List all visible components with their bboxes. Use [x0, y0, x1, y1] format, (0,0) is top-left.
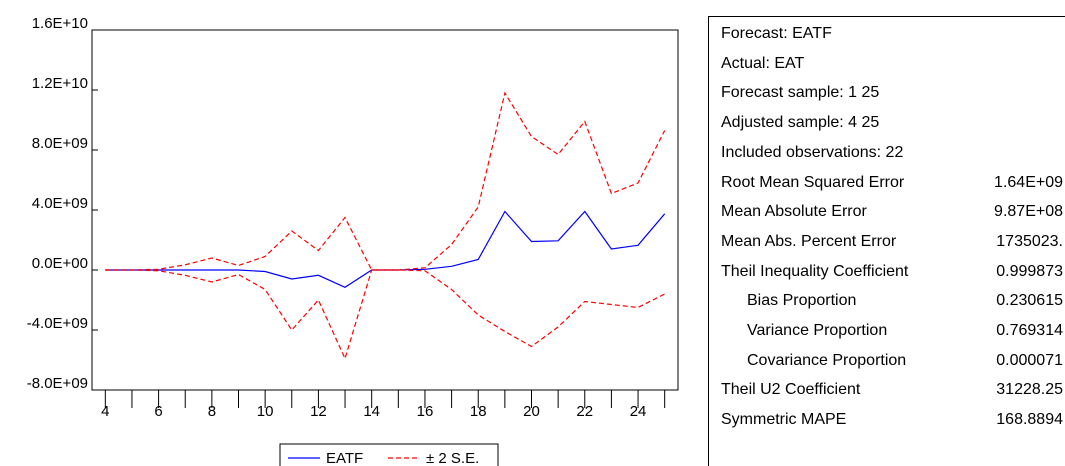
series-lines — [105, 91, 666, 361]
stat-label: Forecast: EATF — [721, 25, 832, 42]
legend-box — [279, 443, 499, 466]
stat-value: 168.8894 — [996, 411, 1063, 429]
series-line-upper-band — [105, 91, 666, 271]
stat-label: Forecast sample: 1 25 — [721, 84, 880, 102]
x-tick-label: 24 — [630, 403, 647, 420]
stat-row: Mean Absolute Error 9.87E+08 — [709, 197, 1065, 227]
stat-row: Mean Abs. Percent Error 1735023. — [709, 227, 1065, 257]
x-tick-label: 6 — [154, 403, 162, 420]
stat-row: Forecast sample: 1 25 — [709, 78, 1065, 108]
stat-label: Bias Proportion — [747, 292, 857, 310]
x-tick-label: 16 — [417, 403, 434, 420]
y-tick-label: 8.0E+09 — [32, 135, 88, 152]
y-tick-label: 0.0E+00 — [32, 255, 88, 272]
stat-value: 0.000071 — [996, 351, 1063, 369]
stat-row: Adjusted sample: 4 25 — [709, 108, 1065, 138]
legend-label-se: ± 2 S.E. — [426, 450, 479, 466]
stat-label: Theil U2 Coefficient — [721, 381, 861, 399]
stat-label: Included observations: 22 — [721, 143, 904, 161]
stat-value: 1.64E+09 — [994, 173, 1063, 191]
legend: EATF ± 2 S.E. — [279, 443, 499, 466]
stat-label: Variance Proportion — [747, 322, 888, 339]
stat-row: Forecast: EATF — [709, 19, 1065, 49]
y-tick-label: 1.2E+10 — [32, 75, 88, 92]
legend-label-eatf: EATF — [326, 450, 363, 466]
stat-label: Adjusted sample: 4 25 — [721, 114, 880, 132]
stat-label: Symmetric MAPE — [721, 411, 847, 429]
stat-label: Mean Abs. Percent Error — [721, 232, 897, 250]
stat-value: 31228.25 — [996, 381, 1063, 399]
stat-label: Mean Absolute Error — [721, 203, 867, 221]
y-tick-label: -4.0E+09 — [27, 315, 88, 332]
y-tick-label: -8.0E+09 — [27, 375, 88, 392]
x-tick-label: 4 — [101, 403, 109, 420]
stat-row: Actual: EAT — [709, 49, 1065, 79]
stat-value: 0.999873 — [996, 262, 1063, 280]
stat-row: Theil U2 Coefficient 31228.25 — [709, 375, 1065, 405]
plot-frame — [91, 29, 679, 391]
stat-row: Covariance Proportion 0.000071 — [709, 346, 1065, 376]
y-axis: -8.0E+09 -4.0E+09 0.0E+00 4.0E+09 8.0E+09 1.2… — [27, 15, 98, 392]
stat-value: 1735023. — [996, 232, 1063, 250]
x-tick-label: 12 — [310, 403, 327, 420]
y-tick-label: 4.0E+09 — [32, 195, 88, 212]
stat-row: Root Mean Squared Error 1.64E+09 — [709, 168, 1065, 198]
forecast-statistics-panel: Forecast: EATF Actual: EAT Forecast sample… — [708, 16, 1065, 466]
forecast-chart: -8.0E+09 -4.0E+09 0.0E+00 4.0E+09 8.0E+09 1.2… — [27, 15, 679, 466]
stat-label: Theil Inequality Coefficient — [721, 262, 909, 280]
x-tick-label: 10 — [257, 403, 274, 420]
x-tick-label: 18 — [470, 403, 487, 420]
x-tick-label: 20 — [523, 403, 540, 420]
y-tick-label: 1.6E+10 — [32, 15, 88, 32]
x-tick-label: 8 — [208, 403, 216, 420]
stat-label: Actual: EAT — [721, 54, 805, 72]
stat-label: Covariance Proportion — [747, 351, 907, 369]
x-axis: 4 6 8 10 12 14 16 18 20 22 24 — [101, 390, 666, 420]
x-tick-label: 14 — [363, 403, 380, 420]
stat-row: Variance Proportion 0.769314 — [709, 316, 1065, 346]
stat-row: Included observations: 22 — [709, 138, 1065, 168]
x-tick-label: 22 — [576, 403, 593, 420]
stat-value: 0.230615 — [996, 292, 1063, 310]
series-line-lower-band — [105, 269, 665, 361]
stat-row: Bias Proportion 0.230615 — [709, 286, 1065, 316]
stat-row: Symmetric MAPE 168.8894 — [709, 405, 1065, 435]
stat-value: 9.87E+08 — [994, 203, 1063, 221]
stat-value: 0.769314 — [996, 322, 1063, 339]
stat-label: Root Mean Squared Error — [721, 173, 905, 191]
stat-row: Theil Inequality Coefficient 0.999873 — [709, 257, 1065, 287]
